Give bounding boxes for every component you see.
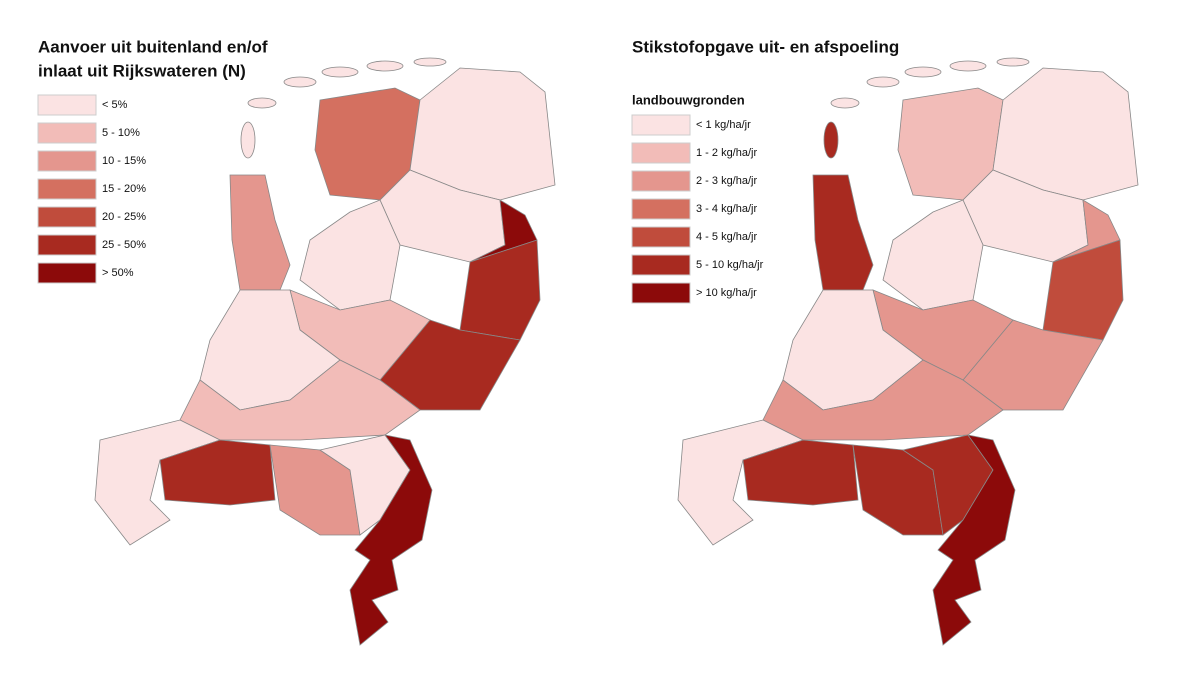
map <box>677 57 1139 646</box>
island <box>240 121 256 159</box>
legend-swatch <box>37 234 97 256</box>
region <box>812 174 874 291</box>
legend-swatch <box>631 170 691 192</box>
island <box>866 76 900 88</box>
region <box>159 439 276 506</box>
region <box>1042 239 1124 341</box>
legend-label: 4 - 5 kg/ha/jr <box>696 231 757 243</box>
region <box>932 434 1016 646</box>
legend-label: 20 - 25% <box>102 211 146 223</box>
region <box>882 199 984 311</box>
island <box>321 66 359 78</box>
legend-swatch <box>37 94 97 116</box>
region <box>299 199 401 311</box>
region <box>229 174 291 291</box>
island <box>413 57 447 67</box>
legend-swatch <box>37 262 97 284</box>
legend-swatch <box>631 142 691 164</box>
region <box>349 434 433 646</box>
map-title: Stikstofopgave uit- en afspoeling <box>632 37 899 56</box>
legend-label: 3 - 4 kg/ha/jr <box>696 203 757 215</box>
region <box>742 439 859 506</box>
map-title: inlaat uit Rijkswateren (N) <box>38 61 246 80</box>
legend-label: > 10 kg/ha/jr <box>696 287 757 299</box>
region <box>459 239 541 341</box>
legend-label: < 5% <box>102 99 128 111</box>
legend-swatch <box>631 282 691 304</box>
map <box>94 57 556 646</box>
legend-swatch <box>37 150 97 172</box>
region <box>677 419 805 546</box>
legend-swatch <box>37 178 97 200</box>
legend-label: 10 - 15% <box>102 155 146 167</box>
legend-label: 25 - 50% <box>102 239 146 251</box>
legend-label: 2 - 3 kg/ha/jr <box>696 175 757 187</box>
island <box>830 97 860 109</box>
island <box>823 121 839 159</box>
legend-swatch <box>631 226 691 248</box>
legend-label: < 1 kg/ha/jr <box>696 119 751 131</box>
island <box>904 66 942 78</box>
legend-label: 1 - 2 kg/ha/jr <box>696 147 757 159</box>
legend-label: 5 - 10% <box>102 127 140 139</box>
map-title: Aanvoer uit buitenland en/of <box>38 37 268 56</box>
island <box>949 60 987 72</box>
region <box>94 419 222 546</box>
legend-swatch <box>631 114 691 136</box>
island <box>247 97 277 109</box>
island <box>366 60 404 72</box>
legend-label: 15 - 20% <box>102 183 146 195</box>
legend-label: > 50% <box>102 267 134 279</box>
legend-swatch <box>631 198 691 220</box>
island <box>283 76 317 88</box>
legend-label: 5 - 10 kg/ha/jr <box>696 259 764 271</box>
legend-swatch <box>631 254 691 276</box>
legend-swatch <box>37 122 97 144</box>
legend-swatch <box>37 206 97 228</box>
legend-title: landbouwgronden <box>632 92 745 107</box>
island <box>996 57 1030 67</box>
